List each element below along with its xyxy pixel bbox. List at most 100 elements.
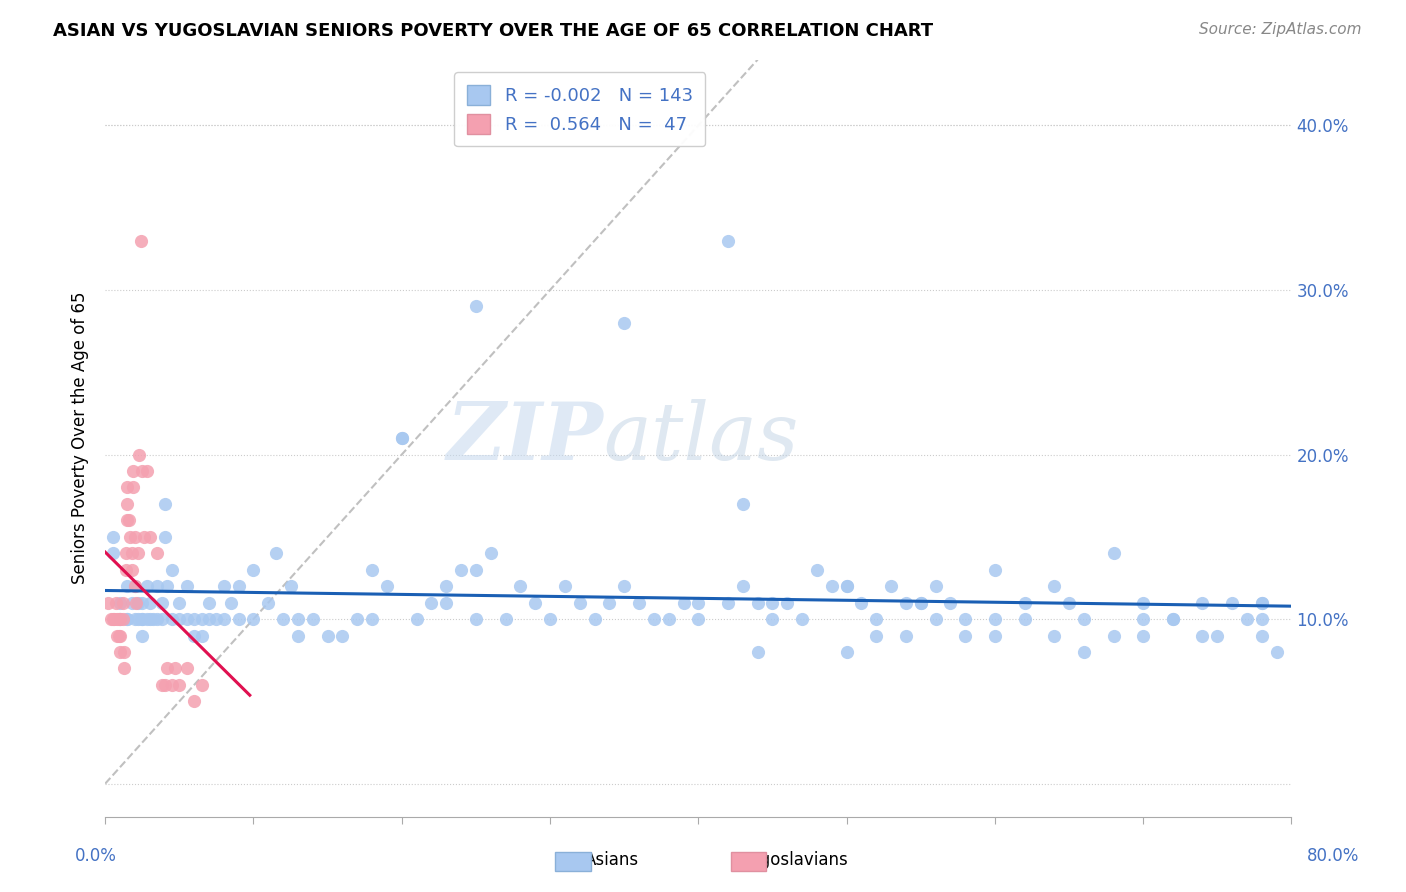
- Point: [163, 661, 186, 675]
- Point: [108, 596, 131, 610]
- Point: [731, 497, 754, 511]
- Point: [101, 612, 124, 626]
- Text: ZIP: ZIP: [447, 400, 603, 477]
- Point: [287, 612, 309, 626]
- Point: [434, 596, 457, 610]
- Point: [1265, 645, 1288, 659]
- Point: [228, 579, 250, 593]
- Point: [153, 497, 176, 511]
- Point: [391, 431, 413, 445]
- Point: [761, 596, 783, 610]
- Point: [228, 612, 250, 626]
- Point: [146, 579, 169, 593]
- Point: [1206, 628, 1229, 642]
- Point: [104, 596, 127, 610]
- Text: Source: ZipAtlas.com: Source: ZipAtlas.com: [1198, 22, 1361, 37]
- Point: [135, 612, 157, 626]
- Text: Yugoslavians: Yugoslavians: [741, 851, 848, 869]
- Point: [1014, 596, 1036, 610]
- Point: [103, 612, 125, 626]
- Point: [391, 431, 413, 445]
- Point: [212, 612, 235, 626]
- Point: [101, 546, 124, 560]
- Point: [142, 612, 165, 626]
- Point: [132, 530, 155, 544]
- Point: [127, 612, 149, 626]
- Point: [1043, 628, 1066, 642]
- Text: atlas: atlas: [603, 400, 799, 477]
- Point: [835, 579, 858, 593]
- Point: [118, 513, 141, 527]
- Point: [464, 612, 486, 626]
- Point: [97, 596, 120, 610]
- Point: [242, 612, 264, 626]
- Point: [150, 678, 173, 692]
- Point: [1191, 628, 1213, 642]
- Point: [984, 612, 1007, 626]
- Point: [153, 530, 176, 544]
- Point: [205, 612, 228, 626]
- Point: [120, 530, 142, 544]
- Point: [658, 612, 681, 626]
- Point: [880, 579, 903, 593]
- Point: [792, 612, 814, 626]
- Point: [1161, 612, 1184, 626]
- Point: [160, 678, 183, 692]
- Point: [111, 596, 134, 610]
- Point: [176, 612, 198, 626]
- Point: [1102, 628, 1125, 642]
- Point: [747, 596, 769, 610]
- Point: [1132, 628, 1154, 642]
- Point: [1191, 596, 1213, 610]
- Point: [114, 645, 136, 659]
- Point: [124, 579, 146, 593]
- Point: [125, 596, 148, 610]
- Point: [212, 579, 235, 593]
- Point: [124, 530, 146, 544]
- Point: [128, 448, 150, 462]
- Point: [420, 596, 443, 610]
- Point: [776, 596, 799, 610]
- Point: [1236, 612, 1258, 626]
- Point: [108, 628, 131, 642]
- Point: [156, 579, 179, 593]
- Point: [643, 612, 665, 626]
- Point: [524, 596, 547, 610]
- Point: [821, 579, 844, 593]
- Point: [190, 612, 212, 626]
- Point: [117, 579, 139, 593]
- Point: [361, 563, 384, 577]
- Point: [346, 612, 368, 626]
- Point: [924, 612, 946, 626]
- Y-axis label: Seniors Poverty Over the Age of 65: Seniors Poverty Over the Age of 65: [72, 292, 89, 584]
- Point: [747, 645, 769, 659]
- Point: [138, 612, 160, 626]
- Point: [894, 628, 917, 642]
- Point: [1132, 596, 1154, 610]
- Point: [146, 612, 169, 626]
- Point: [107, 628, 129, 642]
- Point: [1250, 596, 1272, 610]
- Point: [1057, 596, 1080, 610]
- Point: [160, 612, 183, 626]
- Text: ASIAN VS YUGOSLAVIAN SENIORS POVERTY OVER THE AGE OF 65 CORRELATION CHART: ASIAN VS YUGOSLAVIAN SENIORS POVERTY OVE…: [53, 22, 934, 40]
- Point: [554, 579, 576, 593]
- Point: [124, 579, 146, 593]
- Point: [568, 596, 591, 610]
- Point: [115, 563, 138, 577]
- Point: [183, 628, 205, 642]
- Point: [169, 678, 191, 692]
- Point: [538, 612, 561, 626]
- Point: [627, 596, 650, 610]
- Point: [1043, 579, 1066, 593]
- Point: [672, 596, 695, 610]
- Point: [108, 612, 131, 626]
- Point: [117, 480, 139, 494]
- Point: [894, 596, 917, 610]
- Point: [984, 563, 1007, 577]
- Point: [613, 579, 636, 593]
- Point: [198, 612, 221, 626]
- Point: [135, 464, 157, 478]
- Point: [613, 316, 636, 330]
- Point: [1073, 645, 1095, 659]
